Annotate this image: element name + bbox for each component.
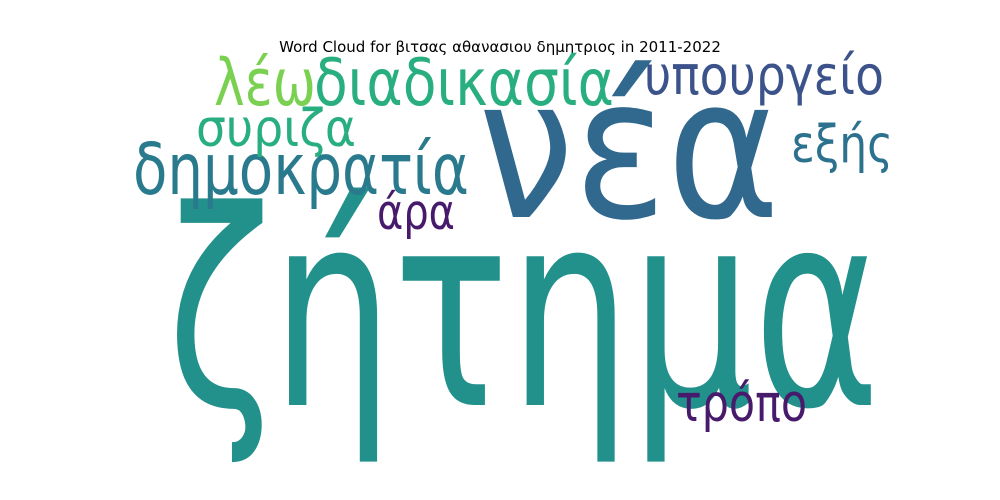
cloud-word: άρα	[377, 184, 455, 241]
cloud-word: συριζα	[196, 99, 356, 159]
cloud-word: υπουργείο	[644, 44, 884, 107]
cloud-word: ζήτημα	[167, 154, 880, 470]
chart-title: Word Cloud for βιτσας αθανασιου δημητριο…	[279, 38, 721, 56]
cloud-word: δημοκρατία	[133, 128, 469, 211]
cloud-word: τρόπο	[676, 374, 807, 434]
cloud-word: λέω	[214, 46, 316, 121]
cloud-word: εξής	[791, 115, 893, 175]
cloud-word: διαδικασία	[314, 46, 614, 121]
cloud-word: νέα	[478, 36, 780, 264]
